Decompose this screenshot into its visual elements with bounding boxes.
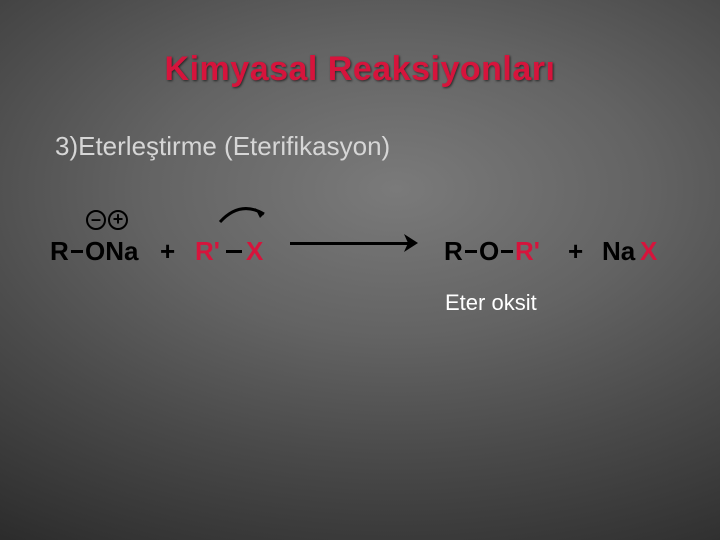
slide: Kimyasal Reaksiyonları 3)Eterleştirme (E… xyxy=(0,0,720,540)
product-rprime: R' xyxy=(515,236,540,267)
slide-title: Kimyasal Reaksiyonları xyxy=(50,50,670,89)
plus-operator: + xyxy=(568,236,583,267)
product-o: O xyxy=(479,236,499,267)
slide-subtitle: 3)Eterleştirme (Eterifikasyon) xyxy=(55,131,670,162)
reactant-r: R xyxy=(50,236,69,267)
reactant-rprime: R' xyxy=(195,236,220,267)
bond-icon xyxy=(501,250,513,253)
arrowhead-icon xyxy=(404,234,422,252)
reaction-arrow-icon xyxy=(290,242,410,245)
reaction-equation: – + R ONa + R' X R O R' + xyxy=(50,212,690,302)
product-x: X xyxy=(640,236,657,267)
reactant-x: X xyxy=(246,236,263,267)
bond-icon xyxy=(465,250,477,253)
charge-minus-icon: – xyxy=(86,210,106,230)
product-r: R xyxy=(444,236,463,267)
product-na: Na xyxy=(602,236,635,267)
product-label: Eter oksit xyxy=(445,290,537,316)
charge-plus-icon: + xyxy=(108,210,128,230)
bond-icon xyxy=(71,250,83,253)
plus-operator: + xyxy=(160,236,175,267)
reactant-ona: ONa xyxy=(85,236,138,267)
bond-icon xyxy=(226,250,242,253)
curved-arrow-icon xyxy=(210,198,280,230)
